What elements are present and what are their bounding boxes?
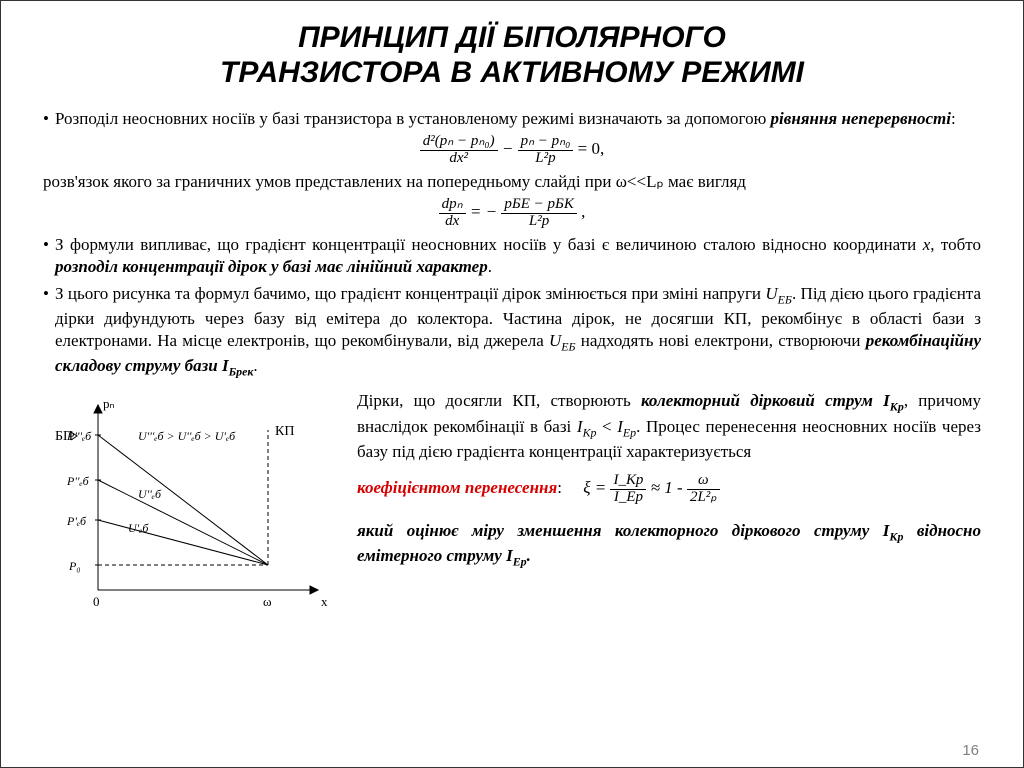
para-r1: Дірки, що досягли КП, створюють колектор… — [357, 390, 981, 463]
svg-text:КП: КП — [275, 424, 294, 439]
svg-text:x: x — [321, 594, 328, 609]
svg-text:P₀: P₀ — [68, 559, 81, 573]
para-3: З формули випливає, що градієнт концентр… — [43, 234, 981, 279]
svg-text:P''ₑб: P''ₑб — [66, 474, 90, 488]
svg-text:P'ₑб: P'ₑб — [66, 514, 87, 528]
right-column: Дірки, що досягли КП, створюють колектор… — [343, 390, 981, 626]
page-title: ПРИНЦИП ДІЇ БІПОЛЯРНОГО ТРАНЗИСТОРА В АК… — [43, 21, 981, 90]
para-4: З цього рисунка та формул бачимо, що гра… — [43, 283, 981, 381]
coef-line: коефіцієнтом перенесення: ξ = I_КрI_Ер ≈… — [357, 473, 981, 506]
title-line-1: ПРИНЦИП ДІЇ БІПОЛЯРНОГО — [298, 21, 726, 54]
svg-text:U''ₑб: U''ₑб — [138, 487, 162, 501]
title-line-2: ТРАНЗИСТОРА В АКТИВНОМУ РЕЖИМІ — [220, 56, 804, 89]
para-1: Розподіл неосновних носіїв у базі транзи… — [43, 108, 981, 130]
para-2: розв'язок якого за граничних умов предст… — [43, 171, 981, 193]
svg-text:pₙ: pₙ — [103, 396, 115, 411]
svg-text:0: 0 — [93, 594, 100, 609]
equation-2: dpₙdx = − pБЕ − pБКL²p , — [43, 197, 981, 230]
svg-text:U'''ₑб > U''ₑб > U'ₑб: U'''ₑб > U''ₑб > U'ₑб — [138, 429, 236, 443]
svg-text:ω: ω — [263, 594, 272, 609]
svg-text:P'''ₑб: P'''ₑб — [66, 429, 92, 443]
para-r2: який оцінює міру зменшення колекторного … — [357, 520, 981, 570]
figure: БП КП pₙ P'''ₑб P''ₑб P'ₑб P₀ 0 ω x U'''… — [43, 390, 343, 626]
svg-text:U'ₑб: U'ₑб — [128, 521, 149, 535]
page-number: 16 — [962, 742, 979, 759]
body-text: Розподіл неосновних носіїв у базі транзи… — [43, 108, 981, 627]
equation-1: d²(pₙ − pₙ₀)dx² − pₙ − pₙ₀L²p = 0, — [43, 134, 981, 167]
